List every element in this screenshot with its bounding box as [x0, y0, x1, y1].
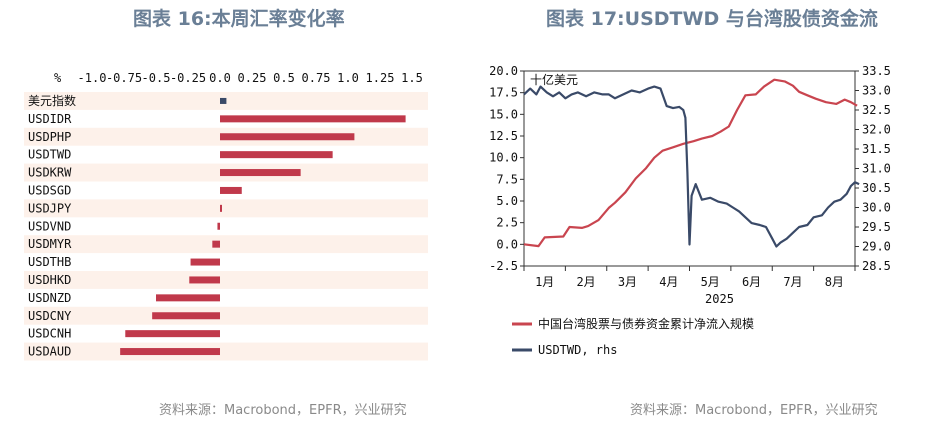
- legend-label: USDTWD, rhs: [538, 343, 617, 357]
- right-y-tick-label: 30.0: [862, 201, 891, 215]
- category-label: USDNZD: [28, 291, 71, 305]
- bar: [212, 240, 220, 248]
- category-label: USDJPY: [28, 201, 72, 215]
- row-band: [24, 342, 428, 361]
- right-y-tick-label: 29.5: [862, 220, 891, 234]
- bar: [120, 348, 220, 356]
- left-y-tick-label: 15.0: [489, 107, 518, 121]
- x-tick-label: 0.0: [209, 71, 231, 85]
- row-band: [24, 235, 428, 254]
- category-label: USDTWD: [28, 148, 71, 162]
- x-tick-label: -0.75: [106, 71, 142, 85]
- x-tick-label: 0.25: [238, 71, 267, 85]
- left-source-note: 资料来源：Macrobond，EPFR，兴业研究: [159, 403, 407, 418]
- row-band: [24, 271, 428, 289]
- right-source-note: 资料来源：Macrobond，EPFR，兴业研究: [630, 403, 878, 418]
- x-tick-label: 0.75: [302, 71, 331, 85]
- x-tick-label: 1.25: [366, 71, 395, 85]
- left-axis-unit-label: 十亿美元: [530, 72, 578, 87]
- right-line-chart: 20.0 17.5 15.0 12.5 10.0 7.5 5.0 2.5 0.0 -2.5 33.5…: [489, 64, 891, 357]
- bar: [189, 276, 220, 284]
- x-tick-label: 1.5: [401, 71, 423, 85]
- category-label: USDCNH: [28, 327, 71, 341]
- x-year-label: 2025: [705, 292, 734, 306]
- x-month-label: 2月: [576, 275, 595, 289]
- x-month-label: 6月: [742, 275, 761, 289]
- series-line-flows: [523, 78, 858, 248]
- row-band: [24, 199, 428, 218]
- left-y-tick-label: 17.5: [489, 86, 518, 100]
- x-month-label: 4月: [659, 275, 678, 289]
- right-y-tick-label: 31.5: [862, 142, 891, 156]
- left-y-tick-label: 5.0: [496, 194, 518, 208]
- right-y-tick-label: 32.0: [862, 123, 891, 137]
- left-y-tick-label: 10.0: [489, 151, 518, 165]
- category-label: USDVND: [28, 219, 71, 233]
- x-tick-label: -1.0: [78, 71, 107, 85]
- bar: [220, 133, 355, 141]
- legend-label: 中国台湾股票与债券资金累计净流入规模: [538, 316, 754, 331]
- bar: [190, 258, 220, 266]
- x-month-label: 3月: [618, 275, 637, 289]
- category-label: USDKRW: [28, 166, 72, 180]
- x-month-label: 8月: [825, 275, 844, 289]
- right-y-tick-label: 31.0: [862, 162, 891, 176]
- right-y-tick-label: 30.5: [862, 181, 891, 195]
- left-y-tick-label: 7.5: [496, 172, 518, 186]
- left-y-tick-label: 20.0: [489, 64, 518, 78]
- bar: [220, 97, 227, 104]
- bar: [152, 312, 220, 320]
- x-month-label: 5月: [701, 275, 720, 289]
- x-tick-label: 0.5: [273, 71, 295, 85]
- left-chart-title: 图表 16:本周汇率变化率: [133, 8, 345, 30]
- right-y-tick-label: 33.5: [862, 64, 891, 78]
- bar: [125, 330, 220, 338]
- x-tick-label: -0.5: [142, 71, 171, 85]
- x-tick-label: -0.25: [170, 71, 206, 85]
- category-label: USDCNY: [28, 309, 72, 323]
- category-label: USDIDR: [28, 112, 72, 126]
- x-month-label: 1月: [535, 275, 554, 289]
- category-label: USDHKD: [28, 273, 71, 287]
- category-label: USDTHB: [28, 255, 71, 269]
- bar: [220, 186, 242, 194]
- left-bar-chart: % -1.0 -0.75 -0.5 -0.25 0.0 0.25 0.5 0.75 1.0 1.25…: [24, 71, 428, 361]
- bar: [156, 294, 220, 302]
- bar: [220, 204, 222, 212]
- bar: [220, 151, 333, 159]
- left-y-tick-label: 2.5: [496, 216, 518, 230]
- category-label: USDAUD: [28, 345, 71, 359]
- left-y-tick-label: 12.5: [489, 129, 518, 143]
- bar: [220, 169, 301, 177]
- left-y-tick-label: 0.0: [496, 237, 518, 251]
- right-chart-title: 图表 17:USDTWD 与台湾股债资金流: [546, 8, 878, 30]
- category-label: USDMYR: [28, 237, 72, 251]
- x-tick-label: 1.0: [337, 71, 359, 85]
- bar: [217, 222, 220, 230]
- right-y-tick-label: 32.5: [862, 103, 891, 117]
- right-y-tick-label: 33.0: [862, 84, 891, 98]
- series-line-usdtwd: [523, 85, 860, 248]
- category-label: 美元指数: [28, 93, 76, 108]
- x-month-label: 7月: [783, 275, 802, 289]
- right-y-tick-label: 29.0: [862, 240, 891, 254]
- bar: [220, 115, 406, 123]
- category-label: USDSGD: [28, 184, 71, 198]
- x-axis-unit-label: %: [54, 71, 62, 85]
- row-band: [24, 306, 428, 325]
- right-y-tick-label: 28.5: [862, 259, 891, 273]
- left-y-tick-label: -2.5: [489, 259, 518, 273]
- category-label: USDPHP: [28, 130, 71, 144]
